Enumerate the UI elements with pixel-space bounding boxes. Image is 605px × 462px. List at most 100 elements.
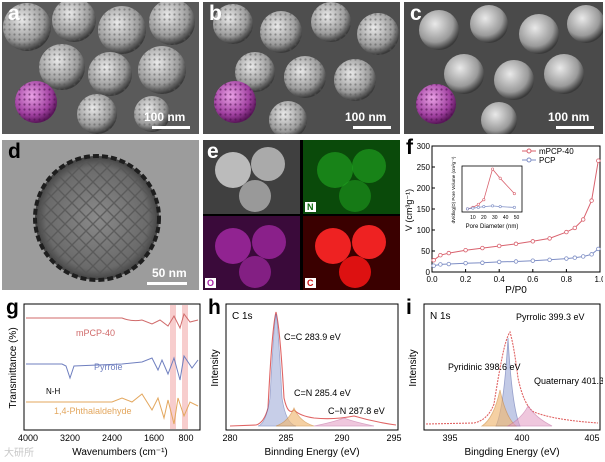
peak-cn-single: [313, 417, 375, 427]
sem-image-b: b 100 nm: [203, 2, 400, 134]
inset-point-pcp: [471, 206, 475, 210]
peak-label-quaternary: Quaternary 401.3 eV: [534, 376, 603, 386]
data-point-mpcp: [513, 241, 519, 247]
inset-point-pcp: [498, 205, 502, 209]
data-point-mpcp: [572, 225, 577, 231]
inset-xtick-4: 50: [514, 215, 520, 221]
tem-particle: [33, 154, 161, 282]
scale-bar-b: [353, 126, 391, 129]
sem-image-a: a 100 nm: [2, 2, 199, 134]
chart-panel-f: f 0 50 100 150 200 250 300 0.0 0.2 0.4 0.6 0.8 1.0 …: [404, 138, 603, 298]
ftir-chart: mPCP-40 Pyrrole 1,4-Phthalaldehyde N-H 4…: [8, 303, 201, 458]
data-point-pcp: [564, 256, 569, 261]
peak-label-pyrrolic: Pyrrolic 399.3 eV: [516, 312, 585, 322]
chart-panel-h: h C 1s C=C 283.9 eV C=N 285.4 eV C−N 287…: [204, 298, 402, 460]
ytick-f-5: 250: [417, 163, 431, 172]
inset-xtick-2: 30: [492, 215, 498, 221]
panel-label-a: a: [8, 2, 20, 25]
inset-point-mpcp: [482, 198, 486, 202]
eds-map-c: C: [303, 216, 400, 290]
ytick-f-2: 100: [417, 226, 431, 235]
legend-f: mPCP-40 PCP: [522, 147, 574, 165]
data-point-mpcp: [463, 247, 468, 253]
model-sphere-a: [15, 81, 57, 123]
xtick-f-5: 1.0: [594, 275, 603, 284]
data-point-pcp: [463, 260, 468, 266]
scale-text-c: 100 nm: [548, 110, 590, 124]
xtick-h-3: 295: [386, 433, 401, 443]
panel-label-e: e: [207, 140, 219, 163]
panel-label-c: c: [410, 2, 422, 25]
data-point-pcp: [496, 259, 502, 265]
data-point-mpcp: [580, 217, 586, 222]
sem-spheres-a: [3, 2, 195, 134]
inset-frame: [461, 165, 523, 213]
annotation-nh: N-H: [46, 387, 60, 396]
eds-map-n: N: [303, 140, 400, 214]
peak-cc: [257, 313, 297, 427]
ylabel-f: V (cm³g⁻¹): [404, 189, 414, 231]
eds-sem-image: [203, 140, 300, 214]
xtick-g-0: 4000: [18, 433, 38, 443]
eds-map-o: O: [203, 216, 300, 290]
model-sphere-c: [416, 84, 456, 124]
panel-label-d: d: [8, 140, 21, 163]
inset-ylabel: dV/dlog(D) Pore Volume (cm³g⁻¹): [451, 156, 456, 223]
data-point-mpcp: [438, 252, 443, 258]
eds-label-n: N: [305, 202, 316, 212]
inset-xlabel: Pore Diameter (nm): [466, 224, 519, 230]
data-point-mpcp: [564, 229, 569, 235]
xtick-g-3: 1600: [144, 433, 164, 443]
inset-point-pcp: [512, 205, 516, 209]
xtick-f-3: 0.6: [527, 275, 539, 284]
panel-label-h: h: [208, 298, 221, 319]
inset-xtick-3: 40: [503, 215, 509, 221]
data-point-mpcp: [496, 243, 502, 249]
highlight-band-2: [182, 305, 188, 429]
legend-mpcp: mPCP-40: [539, 147, 574, 156]
xps-n1s-chart: N 1s Pyrrolic 399.3 eV Pyridinic 398.6 e…: [408, 303, 603, 458]
xlabel-i: Bingding Energy (eV): [464, 447, 559, 458]
data-point-mpcp: [530, 239, 535, 244]
xtick-g-1: 3200: [60, 433, 80, 443]
data-point-pcp: [596, 246, 601, 252]
data-point-pcp: [446, 261, 451, 267]
chart-panel-i: i N 1s Pyrrolic 399.3 eV Pyridinic 398.6…: [404, 298, 603, 460]
xps-c1s-chart: C 1s C=C 283.9 eV C=N 285.4 eV C−N 287.8…: [210, 303, 402, 458]
envelope-n1s: [425, 330, 599, 425]
inset-point-pcp: [465, 207, 469, 211]
label-mpcp: mPCP-40: [76, 328, 115, 338]
title-i: N 1s: [430, 311, 451, 322]
panel-label-b: b: [209, 2, 222, 25]
data-point-pcp: [438, 262, 443, 267]
peak-label-cc: C=C 283.9 eV: [284, 332, 341, 342]
scale-bar-c: [556, 126, 594, 129]
inset-point-pcp: [476, 205, 480, 209]
panel-label-i: i: [406, 298, 412, 319]
panel-label-g: g: [6, 298, 19, 319]
data-point-mpcp: [480, 245, 485, 251]
eds-label-c: C: [305, 278, 316, 288]
data-point-mpcp: [547, 236, 552, 241]
ytick-f-3: 150: [417, 205, 431, 214]
xtick-i-0: 395: [442, 433, 457, 443]
scale-text-d: 50 nm: [152, 266, 187, 280]
ylabel-i: Intensity: [408, 349, 419, 386]
xlabel-g: Wavenumbers (cm⁻¹): [72, 447, 167, 458]
ytick-f-4: 200: [417, 184, 431, 193]
inset-point-mpcp: [476, 202, 480, 206]
scale-bar-d: [147, 282, 187, 285]
ytick-f-0: 0: [426, 268, 431, 277]
inset-point-pcp: [482, 205, 486, 209]
peak-quaternary: [506, 405, 553, 427]
data-point-pcp: [431, 263, 436, 268]
xtick-g-2: 2400: [102, 433, 122, 443]
peak-label-cn-double: C=N 285.4 eV: [294, 388, 351, 398]
inset-xtick-0: 10: [470, 215, 476, 221]
title-h: C 1s: [232, 311, 253, 322]
panel-label-f: f: [406, 138, 413, 159]
plot-frame-i: [423, 303, 601, 431]
data-point-mpcp: [431, 258, 436, 263]
xtick-f-4: 0.8: [561, 275, 573, 284]
data-point-pcp: [572, 255, 577, 260]
